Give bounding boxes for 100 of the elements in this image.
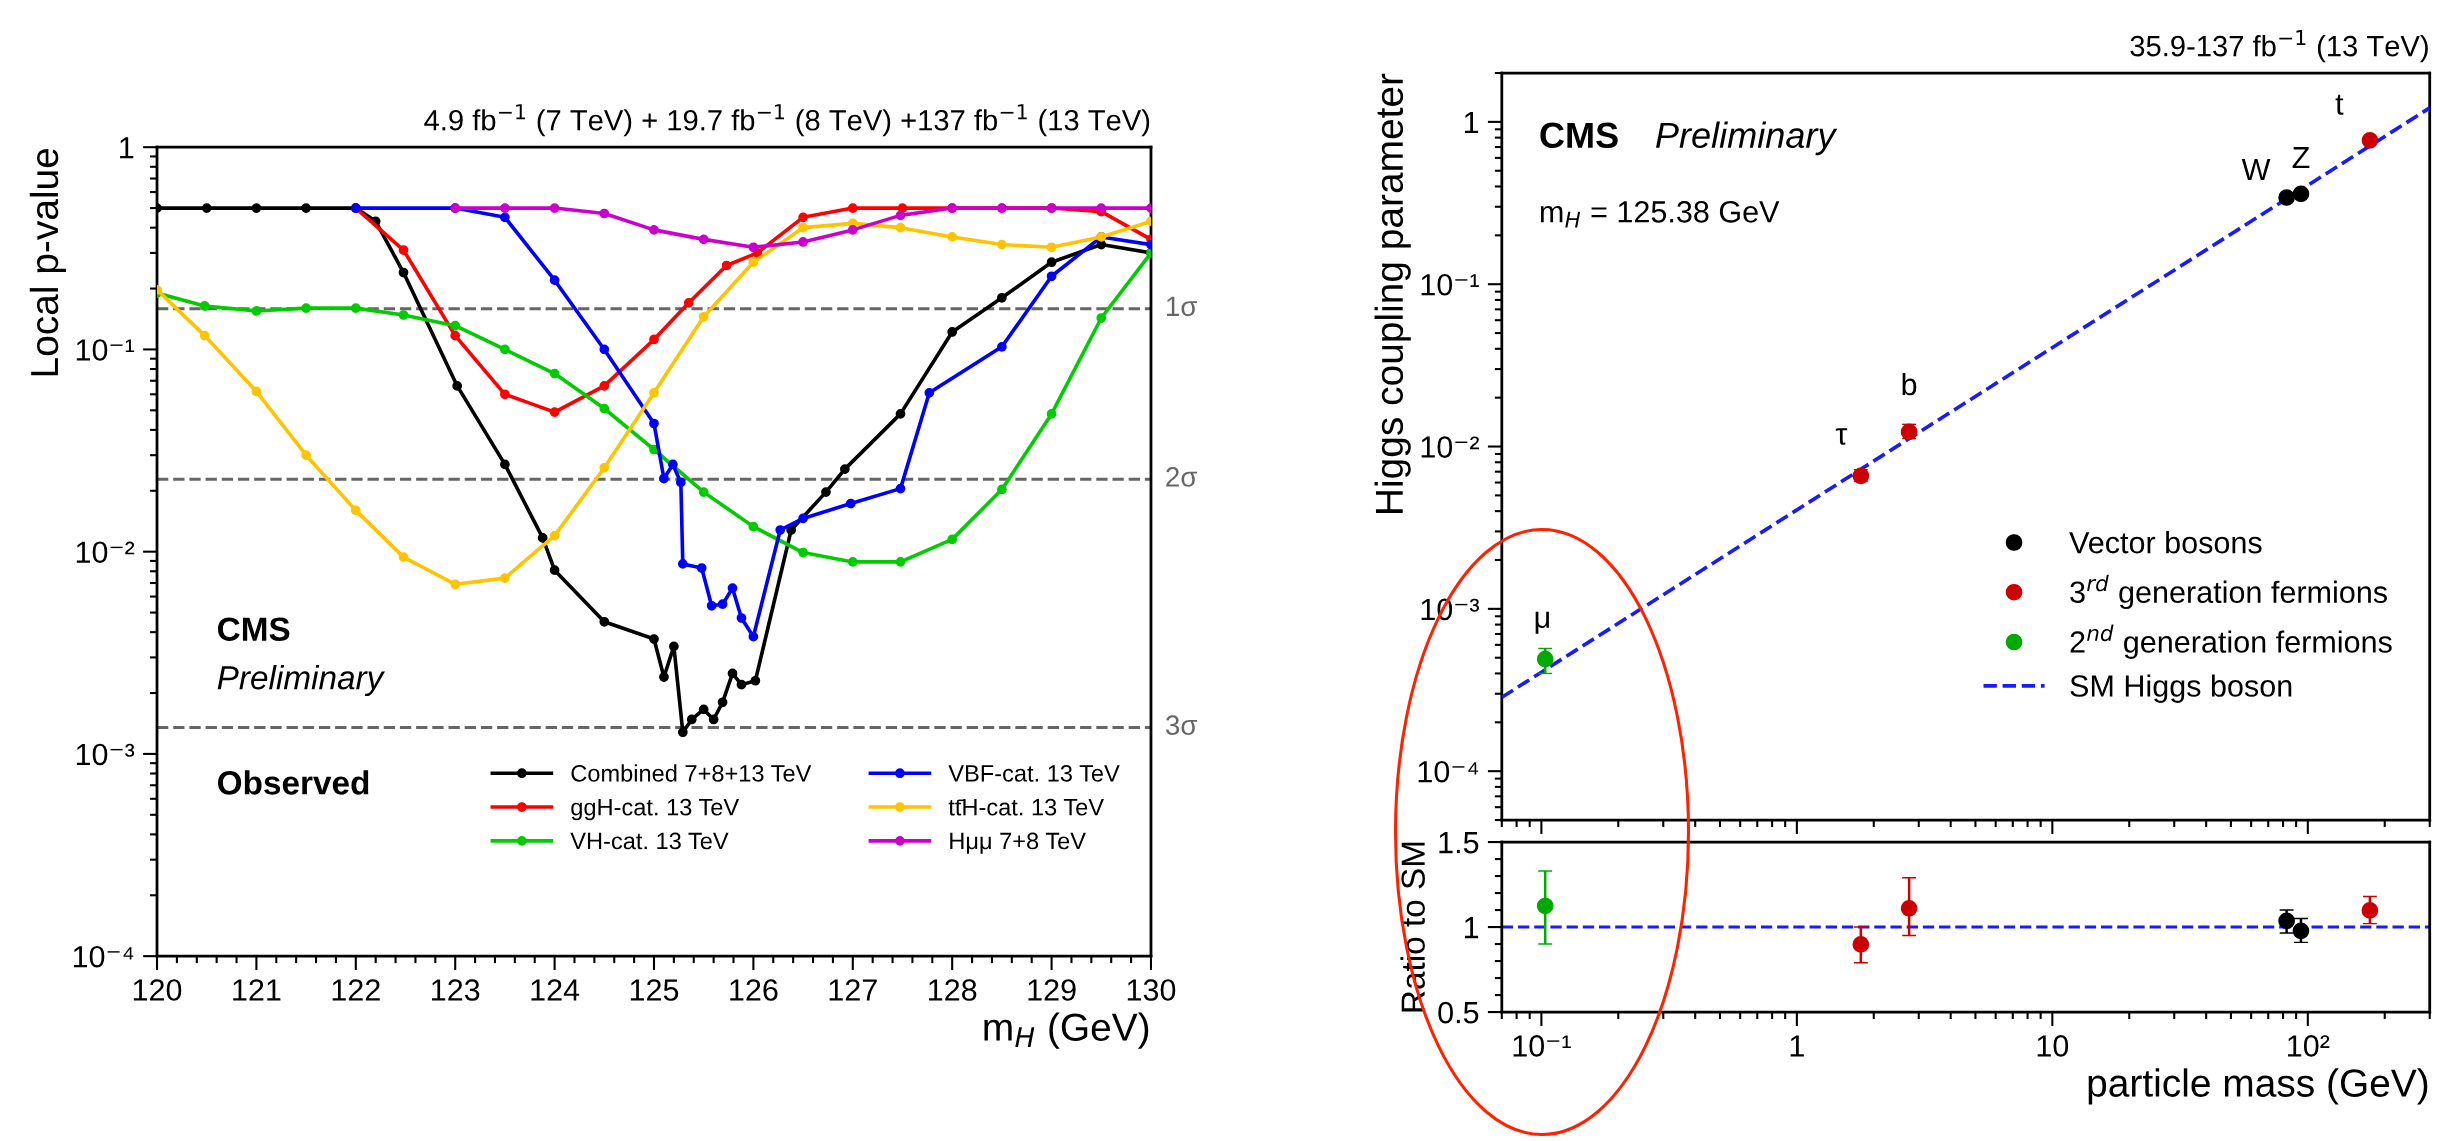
legend-label: VH-cat. 13 TeV: [570, 832, 729, 850]
point: [350, 505, 361, 516]
annotation: CMS: [218, 617, 290, 641]
ref-line-label: 3σ: [1165, 715, 1198, 736]
y-tick-label: 10⁻⁴: [1418, 760, 1479, 783]
ref-line-label: 2σ: [1166, 467, 1198, 487]
point: [549, 368, 560, 379]
point: [1096, 313, 1107, 323]
point: [786, 525, 797, 535]
point: [599, 208, 610, 219]
x-tick-label: 126: [730, 979, 778, 1001]
point: [683, 297, 694, 308]
legend-label: Hμμ 7+8 TeV: [950, 832, 1086, 854]
y-tick-label: 10⁻²: [76, 541, 135, 564]
point: [798, 237, 808, 247]
point: [798, 547, 808, 558]
point: [649, 634, 659, 644]
point: [677, 727, 688, 738]
point: [798, 513, 808, 524]
point: [847, 225, 858, 235]
point: [549, 407, 560, 417]
x-tick-label: 127: [829, 979, 877, 1001]
point: [599, 462, 610, 473]
point: [727, 583, 738, 594]
point: [717, 697, 728, 708]
legend-label: ggH-cat. 13 TeV: [571, 798, 740, 821]
chart-title: 35.9-137 fb$^{−1}$ (13 TeV): [2130, 30, 2428, 63]
point: [659, 473, 669, 484]
point: [997, 292, 1007, 303]
point: [997, 341, 1007, 352]
point: [649, 387, 659, 398]
point: [1096, 203, 1107, 213]
point: [398, 245, 409, 255]
point: [199, 330, 210, 341]
chart-title: 4.9 fb$^{−1}$ (7 TeV) + 19.7 fb$^{−1}$ (8 TeV) +137 fb$^{−1}$ (13 TeV): [424, 104, 1150, 137]
annotation: CMS: [1540, 122, 1618, 149]
x-tick-label: 10²: [2288, 1035, 2330, 1057]
point: [452, 381, 463, 391]
y-tick-label: 1.5: [1439, 832, 1479, 854]
point: [798, 212, 808, 223]
point: [500, 389, 510, 400]
legend-label: 2$^{nd}$ generation fermions: [2070, 624, 2392, 659]
point: [1046, 257, 1057, 268]
point: [748, 257, 759, 268]
x-axis-title: m$_{H}$ (GeV): [984, 1012, 1149, 1049]
point: [895, 483, 906, 494]
point: [748, 242, 759, 253]
point: [775, 525, 786, 535]
annotation: μ: [1535, 611, 1549, 634]
point: [599, 344, 610, 355]
point: [721, 260, 732, 271]
x-tick-label: 128: [929, 979, 977, 1001]
point: [895, 222, 906, 233]
point: [706, 600, 717, 611]
annotation: b: [1902, 372, 1917, 396]
y-tick-label: 10⁻²: [1421, 436, 1480, 458]
point: [301, 450, 311, 461]
point: [500, 203, 510, 213]
legend-label: VBF-cat. 13 TeV: [948, 764, 1120, 782]
point: [549, 203, 560, 213]
x-tick-label: 121: [233, 979, 281, 1001]
annotation: m$_{H}$ = 125.38 GeV: [1540, 201, 1780, 228]
point: [947, 327, 958, 337]
point: [924, 387, 935, 398]
point: [350, 303, 361, 314]
point: [947, 534, 958, 545]
point: [895, 409, 906, 419]
point: [748, 521, 759, 532]
y-tick-label: 0.5: [1438, 1001, 1479, 1024]
legend-label: 3$^{rd}$ generation fermions: [2070, 574, 2387, 610]
point: [669, 641, 679, 652]
x-tick-label: 130: [1127, 979, 1176, 1001]
point: [251, 203, 262, 213]
point: [736, 613, 747, 623]
point: [537, 533, 548, 543]
point: [450, 579, 461, 590]
point: [677, 559, 688, 569]
x-tick-label: 1: [1790, 1035, 1804, 1057]
legend-label: tt̄H-cat. 13 TeV: [948, 798, 1104, 816]
point: [748, 631, 759, 642]
y-tick-label: 10⁻³: [76, 743, 135, 766]
annotation: Preliminary: [1656, 121, 1838, 156]
ref-line-label: 1σ: [1166, 296, 1198, 317]
y-tick-label: 10⁻⁴: [73, 945, 134, 968]
annotation: τ: [1835, 428, 1848, 445]
x-tick-label: 10⁻¹: [1513, 1035, 1571, 1057]
point: [549, 275, 560, 286]
point: [895, 557, 906, 567]
point: [251, 386, 262, 397]
point: [398, 552, 409, 562]
point: [201, 203, 212, 213]
point: [698, 704, 709, 715]
point: [500, 212, 510, 223]
point: [450, 320, 461, 331]
point: [698, 311, 709, 322]
point: [668, 459, 678, 470]
point: [1046, 242, 1057, 253]
point: [301, 303, 311, 314]
point: [696, 563, 707, 573]
point: [736, 679, 747, 690]
